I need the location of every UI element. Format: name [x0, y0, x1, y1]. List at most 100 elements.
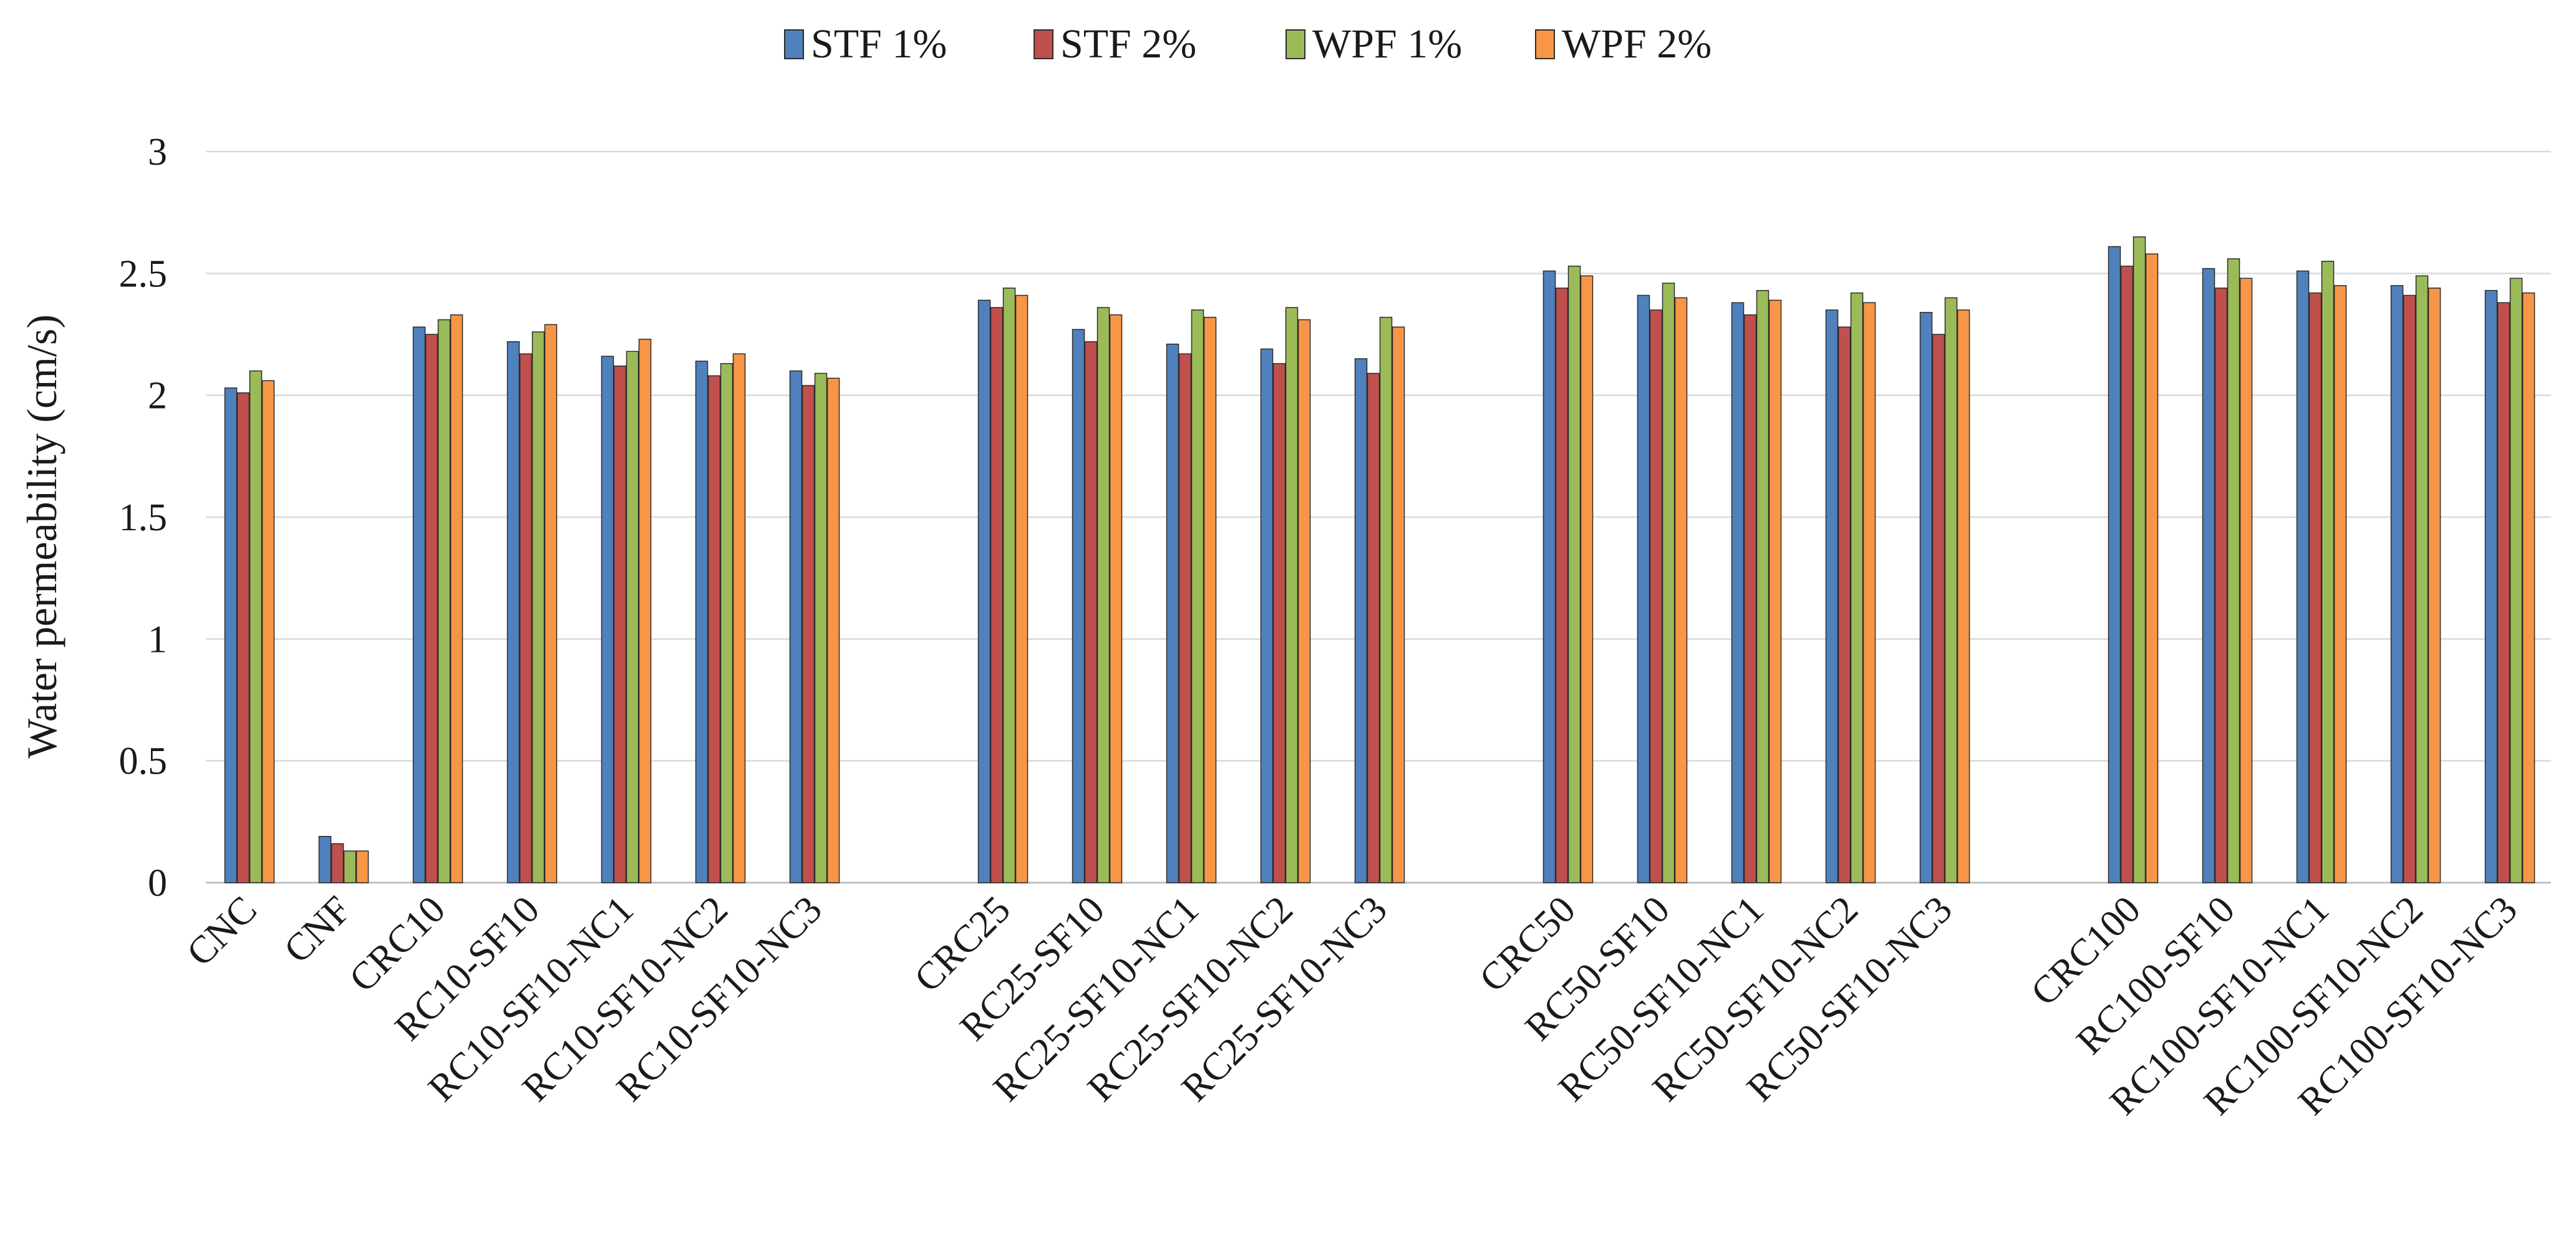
bar-wpf-2--rc100-sf10-nc1: [2333, 285, 2347, 883]
y-tick-label: 1: [148, 618, 167, 661]
y-tick-label: 0: [148, 862, 167, 905]
bar-stf-1--rc10-sf10-nc3: [789, 370, 803, 883]
bar-stf-1--rc100-sf10-nc3: [2484, 289, 2498, 883]
bar-wpf-2--rc25-sf10-nc1: [1203, 316, 1217, 883]
bar-stf-1--rc10-sf10: [506, 341, 520, 883]
bar-stf-2--rc100-sf10-nc3: [2497, 302, 2511, 883]
bar-stf-2--rc50-sf10-nc2: [1838, 326, 1851, 883]
y-tick-label: 0.5: [119, 740, 168, 783]
bar-wpf-1--rc10-sf10-nc2: [720, 363, 734, 883]
bar-wpf-2--rc25-sf10: [1109, 314, 1123, 883]
bar-stf-1--rc50-sf10-nc2: [1825, 309, 1839, 883]
bar-stf-2--rc50-sf10: [1649, 309, 1663, 883]
bar-wpf-2--rc25-sf10-nc3: [1392, 326, 1405, 883]
y-tick-label: 2: [148, 375, 167, 417]
bar-stf-1--rc10-sf10-nc1: [601, 356, 614, 883]
y-tick-label: 2.5: [119, 253, 168, 295]
bar-wpf-1--rc25-sf10-nc1: [1191, 309, 1204, 883]
bar-stf-2--rc10-sf10-nc3: [801, 385, 815, 883]
bar-wpf-1--rc25-sf10-nc2: [1285, 307, 1299, 883]
bar-stf-2--crc25: [990, 307, 1004, 883]
bar-wpf-2--rc10-sf10-nc1: [638, 339, 652, 883]
bar-wpf-1--cnc: [249, 370, 263, 883]
bar-wpf-1--crc25: [1002, 288, 1016, 883]
bar-stf-1--rc50-sf10-nc3: [1919, 312, 1933, 883]
bar-wpf-1--rc10-sf10-nc3: [814, 372, 828, 883]
bar-stf-2--rc25-sf10-nc2: [1272, 363, 1286, 883]
bar-wpf-1--rc100-sf10-nc3: [2509, 278, 2523, 883]
bar-wpf-2--rc100-sf10: [2239, 278, 2253, 883]
legend-swatch: [1286, 29, 1305, 59]
bar-stf-1--crc100: [2108, 246, 2121, 883]
bar-stf-2--cnf: [331, 843, 344, 883]
bar-stf-1--rc50-sf10-nc1: [1731, 302, 1745, 883]
bar-stf-2--rc25-sf10-nc1: [1178, 353, 1192, 883]
bar-stf-2--rc25-sf10: [1084, 341, 1098, 883]
bar-stf-2--rc25-sf10-nc3: [1367, 372, 1380, 883]
y-axis-label: Water permeability (cm/s): [18, 314, 65, 759]
bar-wpf-2--crc50: [1580, 275, 1594, 883]
bar-stf-1--rc25-sf10-nc1: [1166, 343, 1179, 883]
bar-stf-2--rc100-sf10-nc2: [2403, 294, 2416, 883]
x-category-label: CNC: [179, 888, 265, 974]
bar-wpf-1--crc50: [1567, 265, 1581, 883]
bar-stf-1--crc10: [412, 326, 426, 883]
bar-stf-1--rc100-sf10-nc2: [2390, 285, 2404, 883]
bar-wpf-2--crc10: [450, 314, 463, 883]
legend-label: STF 2%: [1060, 21, 1196, 67]
bar-stf-1--rc25-sf10-nc3: [1354, 358, 1368, 883]
bar-wpf-2--crc100: [2145, 253, 2159, 883]
bar-wpf-2--rc50-sf10-nc2: [1862, 302, 1876, 883]
bar-wpf-1--rc50-sf10-nc3: [1944, 297, 1958, 883]
bar-stf-1--rc100-sf10: [2202, 268, 2215, 883]
bar-stf-2--cnc: [236, 392, 250, 883]
bar-wpf-1--rc25-sf10: [1097, 307, 1110, 883]
bar-stf-2--crc50: [1555, 288, 1569, 883]
legend-swatch: [784, 29, 804, 59]
legend-label: WPF 2%: [1562, 21, 1712, 67]
bar-wpf-2--rc100-sf10-nc3: [2522, 292, 2535, 883]
bar-stf-2--rc100-sf10-nc1: [2308, 292, 2322, 883]
bar-wpf-2--rc25-sf10-nc2: [1297, 319, 1311, 883]
bar-wpf-2--rc10-sf10-nc2: [732, 353, 746, 883]
bar-wpf-2--cnc: [261, 380, 275, 883]
bar-stf-1--rc100-sf10-nc1: [2296, 270, 2310, 883]
y-tick-label: 1.5: [119, 497, 168, 539]
bar-wpf-2--cnf: [356, 850, 369, 883]
y-tick-label: 3: [148, 131, 167, 173]
bar-wpf-1--cnf: [343, 850, 357, 883]
bar-stf-2--rc100-sf10: [2214, 288, 2228, 883]
bar-stf-2--rc50-sf10-nc3: [1932, 334, 1945, 883]
legend: STF 1% STF 2% WPF 1% WPF 2%: [784, 21, 1712, 67]
bar-wpf-2--rc50-sf10-nc3: [1957, 309, 1970, 883]
bar-wpf-1--crc100: [2133, 236, 2146, 883]
bar-wpf-1--rc100-sf10-nc1: [2321, 261, 2335, 883]
y-axis-ticks: 0 0.5 1 1.5 2 2.5 3: [119, 131, 168, 905]
legend-label: STF 1%: [811, 21, 947, 67]
bar-wpf-1--rc10-sf10: [531, 331, 545, 883]
bar-stf-1--rc25-sf10: [1072, 329, 1085, 883]
bars: [224, 236, 2535, 883]
x-axis-category-labels: CNC CNFCRC10RC10-SF10RC10-SF10-NC1RC10-SF…: [179, 888, 2525, 1123]
bar-stf-2--crc100: [2120, 265, 2134, 883]
legend-swatch: [1535, 29, 1555, 59]
bar-wpf-2--rc50-sf10: [1674, 297, 1688, 883]
bar-stf-1--cnc: [224, 387, 238, 883]
bar-stf-1--crc50: [1542, 270, 1556, 883]
bar-stf-2--crc10: [425, 334, 438, 883]
legend-label: WPF 1%: [1312, 21, 1462, 67]
bar-wpf-1--rc25-sf10-nc3: [1379, 316, 1393, 883]
bar-wpf-1--rc100-sf10: [2227, 258, 2240, 883]
bar-wpf-2--rc10-sf10-nc3: [826, 377, 840, 883]
bar-stf-2--rc10-sf10-nc1: [613, 366, 627, 883]
bar-stf-2--rc10-sf10-nc2: [707, 375, 721, 883]
bar-wpf-1--rc50-sf10-nc1: [1756, 289, 1770, 883]
bar-stf-2--rc10-sf10: [519, 353, 533, 883]
bar-wpf-1--rc10-sf10-nc1: [626, 351, 639, 883]
bar-stf-1--rc50-sf10: [1637, 294, 1650, 883]
x-category-label: CNF: [276, 888, 359, 971]
bar-wpf-1--rc50-sf10-nc2: [1850, 292, 1864, 883]
bar-stf-1--rc25-sf10-nc2: [1260, 348, 1274, 883]
